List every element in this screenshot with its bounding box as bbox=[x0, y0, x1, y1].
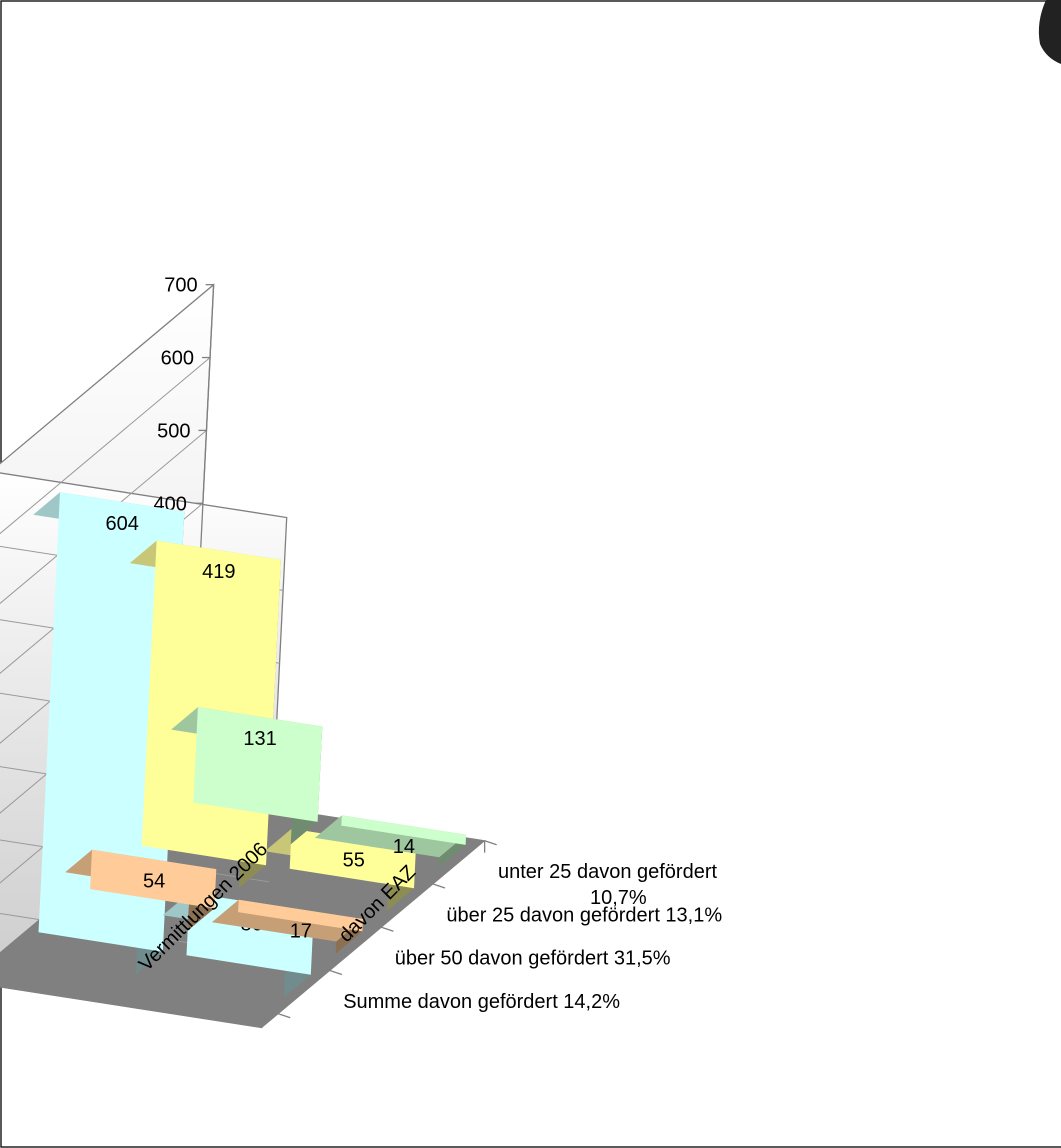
data-label: 54 bbox=[143, 870, 165, 892]
bars: 6048654174195513114 bbox=[33, 492, 467, 998]
series-tick bbox=[329, 969, 343, 976]
bar-front bbox=[193, 707, 323, 822]
bar-3-1: 54 bbox=[65, 849, 217, 931]
series-tick bbox=[432, 883, 446, 889]
corner-decoration bbox=[1038, 0, 1061, 64]
series-tick bbox=[484, 840, 497, 846]
bar-front bbox=[238, 899, 363, 932]
data-label: 419 bbox=[202, 561, 235, 583]
data-label: 131 bbox=[243, 728, 276, 750]
bar-1-1: 131 bbox=[171, 707, 323, 845]
bar-front bbox=[90, 849, 217, 909]
bar-1-2: 14 bbox=[314, 815, 467, 868]
value-tick-label: 500 bbox=[157, 420, 190, 442]
bar-front bbox=[341, 815, 467, 845]
data-label: 17 bbox=[290, 920, 312, 942]
value-tick-label: 700 bbox=[164, 275, 197, 297]
series-tick bbox=[381, 926, 394, 932]
data-label: 55 bbox=[343, 849, 365, 871]
series-label: 10,7% bbox=[590, 887, 647, 909]
value-tick-label: 600 bbox=[161, 348, 194, 370]
data-label: 14 bbox=[393, 836, 415, 858]
series-label: Summe davon gefördert 14,2% bbox=[343, 991, 620, 1013]
bar-front bbox=[141, 540, 281, 866]
series-label: über 50 davon gefördert 31,5% bbox=[395, 948, 671, 970]
series-label: über 25 davon gefördert 13,1% bbox=[446, 904, 722, 926]
bar-3-2: 17 bbox=[211, 899, 363, 954]
series-tick bbox=[278, 1013, 291, 1019]
series-label: unter 25 davon gefördert bbox=[498, 861, 717, 883]
data-label: 604 bbox=[105, 513, 138, 535]
